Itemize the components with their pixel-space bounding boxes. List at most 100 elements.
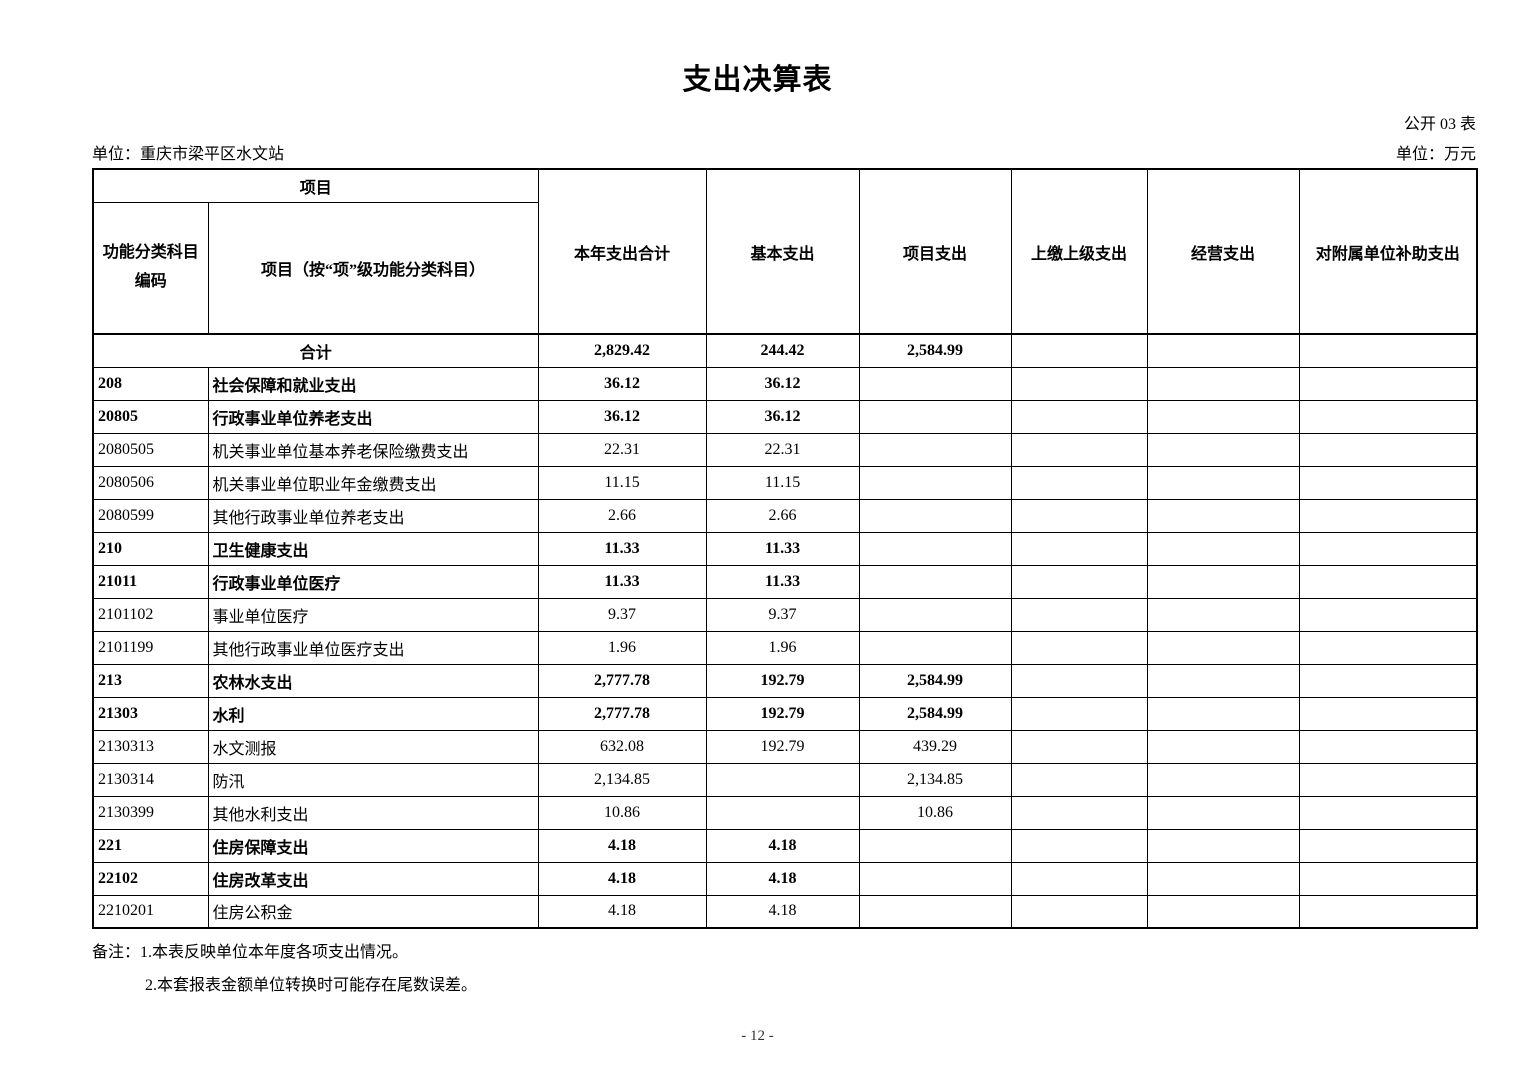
item-name-cell: 机关事业单位职业年金缴费支出 (207, 465, 539, 500)
page-title: 支出决算表 (682, 64, 833, 96)
value-cell (1146, 762, 1300, 797)
header-col-project: 项目支出 (858, 168, 1012, 335)
value-cell: 9.37 (705, 597, 860, 632)
value-cell: 2,134.85 (858, 762, 1012, 797)
code-cell: 210 (92, 531, 209, 566)
table-row: 213 农林水支出 2,777.78 192.79 2,584.99 (92, 663, 1478, 698)
item-name-cell: 住房改革支出 (207, 861, 539, 896)
value-cell (705, 795, 860, 830)
value-cell (1010, 762, 1148, 797)
value-cell (858, 366, 1012, 401)
value-cell (1146, 630, 1300, 665)
unit-row: 单位：重庆市梁平区水文站 单位：万元 (92, 140, 1476, 164)
value-cell (1010, 696, 1148, 731)
header-col-operating: 经营支出 (1146, 168, 1300, 335)
value-cell: 632.08 (537, 729, 707, 764)
table-row: 2130314 防汛 2,134.85 2,134.85 (92, 762, 1478, 797)
item-name-cell: 防汛 (207, 762, 539, 797)
value-cell (1146, 366, 1300, 401)
value-cell (1010, 894, 1148, 929)
money-unit-label: 单位：万元 (1395, 146, 1476, 163)
table-row: 21303 水利 2,777.78 192.79 2,584.99 (92, 696, 1478, 731)
code-cell: 2130314 (92, 762, 209, 797)
value-cell (1010, 795, 1148, 830)
value-cell (1146, 465, 1300, 500)
value-cell: 4.18 (705, 861, 860, 896)
value-cell (1010, 564, 1148, 599)
item-name-cell: 农林水支出 (207, 663, 539, 698)
item-name-cell: 其他行政事业单位养老支出 (207, 498, 539, 533)
code-cell: 2130313 (92, 729, 209, 764)
page-number: - 12 - (741, 1028, 774, 1044)
value-cell: 4.18 (537, 894, 707, 929)
value-cell (858, 498, 1012, 533)
value-cell: 4.18 (537, 861, 707, 896)
item-name-cell: 事业单位医疗 (207, 597, 539, 632)
header-project-group: 项目 (92, 168, 539, 203)
table-row: 22102 住房改革支出 4.18 4.18 (92, 861, 1478, 896)
note-line-1: 备注：1.本表反映单位本年度各项支出情况。 (92, 944, 409, 961)
table-row: 210 卫生健康支出 11.33 11.33 (92, 531, 1478, 566)
code-cell: 2101102 (92, 597, 209, 632)
value-cell (1146, 531, 1300, 566)
value-cell (858, 531, 1012, 566)
value-cell (1298, 663, 1478, 698)
table-row: 221 住房保障支出 4.18 4.18 (92, 828, 1478, 863)
value-cell: 244.42 (705, 333, 860, 368)
item-name-cell: 其他水利支出 (207, 795, 539, 830)
page-content: 公开 03 表 单位：重庆市梁平区水文站 单位：万元 项目 本年支出合计 基本 (92, 110, 1479, 995)
code-cell: 20805 (92, 399, 209, 434)
value-cell (858, 564, 1012, 599)
value-cell (1298, 531, 1478, 566)
value-cell (1298, 894, 1478, 929)
total-label-cell: 合计 (92, 333, 539, 368)
notes: 备注：1.本表反映单位本年度各项支出情况。 2.本套报表金额单位转换时可能存在尾… (92, 938, 1476, 995)
value-cell: 2,584.99 (858, 333, 1012, 368)
code-cell: 2080506 (92, 465, 209, 500)
value-cell (1010, 663, 1148, 698)
value-cell (1298, 432, 1478, 467)
value-cell: 36.12 (537, 399, 707, 434)
table-row: 2080505 机关事业单位基本养老保险缴费支出 22.31 22.31 (92, 432, 1478, 467)
item-name-cell: 其他行政事业单位医疗支出 (207, 630, 539, 665)
code-cell: 22102 (92, 861, 209, 896)
table-row: 2080506 机关事业单位职业年金缴费支出 11.15 11.15 (92, 465, 1478, 500)
value-cell (1146, 729, 1300, 764)
code-cell: 2080505 (92, 432, 209, 467)
value-cell: 2,777.78 (537, 663, 707, 698)
code-cell: 2101199 (92, 630, 209, 665)
value-cell (1146, 399, 1300, 434)
value-cell: 2.66 (537, 498, 707, 533)
table-row: 2080599 其他行政事业单位养老支出 2.66 2.66 (92, 498, 1478, 533)
header-item: 项目（按“项”级功能分类科目） (207, 201, 539, 335)
item-name-cell: 机关事业单位基本养老保险缴费支出 (207, 432, 539, 467)
table-row: 2130399 其他水利支出 10.86 10.86 (92, 795, 1478, 830)
value-cell (858, 432, 1012, 467)
note-line-2: 2.本套报表金额单位转换时可能存在尾数误差。 (145, 977, 478, 994)
value-cell (705, 762, 860, 797)
item-name-cell: 住房公积金 (207, 894, 539, 929)
item-name-cell: 住房保障支出 (207, 828, 539, 863)
value-cell: 439.29 (858, 729, 1012, 764)
value-cell (1146, 432, 1300, 467)
header-col-basic: 基本支出 (705, 168, 860, 335)
table-row: 合计 2,829.42 244.42 2,584.99 (92, 333, 1478, 368)
value-cell: 2,777.78 (537, 696, 707, 731)
value-cell: 22.31 (537, 432, 707, 467)
value-cell (1146, 564, 1300, 599)
value-cell (1010, 861, 1148, 896)
value-cell: 2,134.85 (537, 762, 707, 797)
value-cell: 36.12 (537, 366, 707, 401)
value-cell (1010, 498, 1148, 533)
value-cell (1146, 696, 1300, 731)
header-col-year-total: 本年支出合计 (537, 168, 707, 335)
code-cell: 2210201 (92, 894, 209, 929)
value-cell: 2,584.99 (858, 696, 1012, 731)
code-cell: 21011 (92, 564, 209, 599)
value-cell (1298, 333, 1478, 368)
value-cell (1010, 432, 1148, 467)
value-cell (1010, 729, 1148, 764)
value-cell (858, 597, 1012, 632)
value-cell: 36.12 (705, 399, 860, 434)
code-cell: 2080599 (92, 498, 209, 533)
